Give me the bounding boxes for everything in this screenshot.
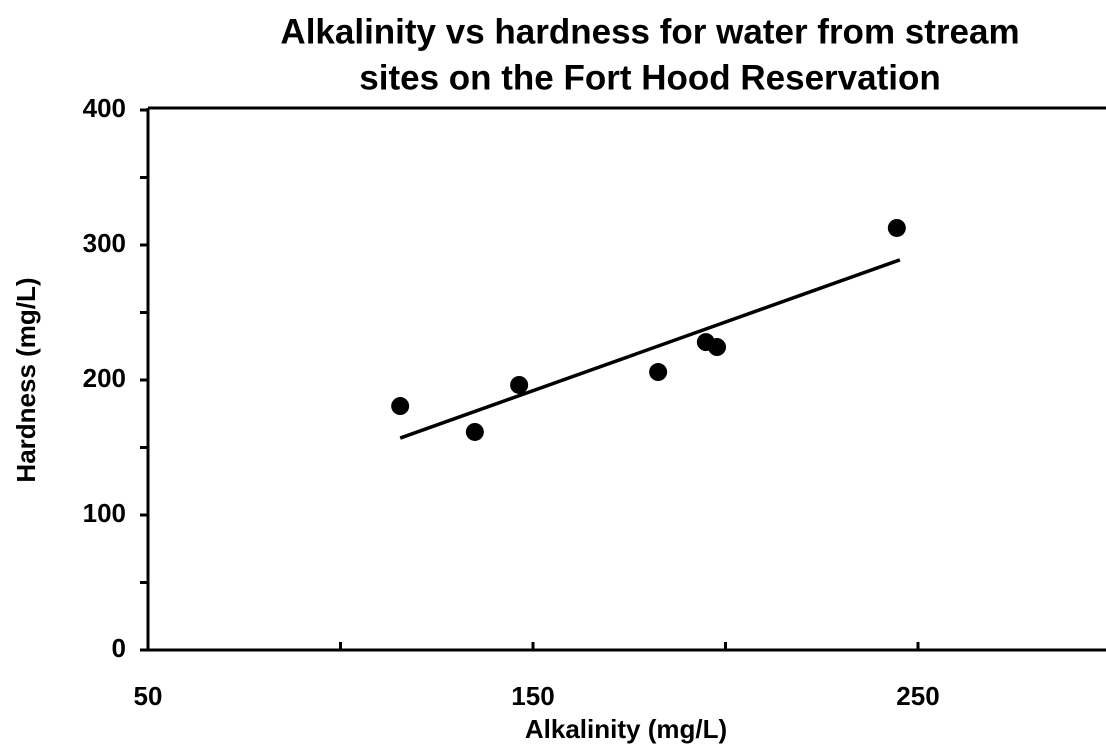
point (391, 397, 410, 416)
point (649, 363, 668, 382)
y-tick-label: 400 (83, 93, 126, 123)
chart-title: Alkalinity vs hardness for water from st… (280, 12, 1019, 51)
point (465, 422, 484, 441)
x-tick-label: 50 (134, 681, 163, 711)
x-tick-label: 250 (896, 681, 939, 711)
chart-title: sites on the Fort Hood Reservation (359, 58, 940, 97)
y-axis-label: Hardness (mg/L) (11, 277, 41, 482)
y-tick-label: 0 (112, 633, 126, 663)
point (708, 338, 727, 357)
y-tick-label: 300 (83, 228, 126, 258)
y-tick-label: 100 (83, 498, 126, 528)
point (887, 218, 906, 237)
point (510, 375, 529, 394)
x-tick-label: 150 (511, 681, 554, 711)
trend-line (399, 258, 901, 440)
y-tick-label: 200 (83, 363, 126, 393)
x-axis-label: Alkalinity (mg/L) (525, 714, 727, 744)
